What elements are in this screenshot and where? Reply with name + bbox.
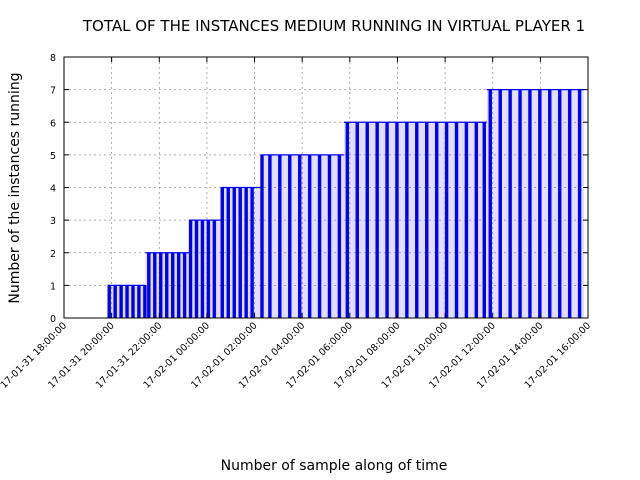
bar (548, 89, 552, 319)
bar (375, 122, 379, 319)
bar (278, 154, 282, 319)
bar (488, 89, 492, 319)
bar (125, 285, 129, 319)
chart-title: TOTAL OF THE INSTANCES MEDIUM RUNNING IN… (82, 17, 585, 35)
bar (298, 154, 302, 319)
bar (425, 122, 429, 319)
y-tick-label: 5 (50, 151, 56, 162)
bar (159, 252, 163, 319)
bar (482, 122, 487, 319)
bar (153, 252, 157, 319)
y-tick-label: 2 (50, 249, 56, 260)
level-segment (486, 89, 585, 318)
bar (244, 187, 248, 319)
bar (260, 154, 264, 319)
bar (194, 219, 199, 319)
bar (355, 122, 359, 319)
bar (113, 285, 117, 319)
y-tick-label: 3 (50, 216, 56, 227)
bar (131, 285, 135, 319)
bar (170, 252, 175, 319)
bar (415, 122, 419, 319)
bar (176, 252, 181, 319)
bar (188, 219, 193, 319)
bar (212, 219, 217, 319)
bar (143, 285, 147, 319)
bar (250, 187, 254, 319)
y-tick-label: 8 (50, 53, 56, 64)
bar (454, 122, 459, 319)
y-tick-label: 0 (50, 314, 56, 325)
bar (206, 219, 211, 319)
bar (577, 89, 582, 319)
bar (220, 187, 225, 319)
bar (518, 89, 522, 319)
bar (317, 154, 322, 319)
y-tick-label: 4 (50, 184, 56, 195)
bar (288, 154, 292, 319)
bar (107, 285, 111, 319)
bar (147, 252, 151, 319)
bar (268, 154, 272, 319)
bar (405, 122, 409, 319)
bar (434, 122, 439, 319)
bar (528, 89, 532, 319)
y-tick-label: 6 (50, 118, 56, 129)
bar (232, 187, 236, 319)
y-axis-label: Number of the instances running (7, 72, 23, 303)
bar (395, 122, 399, 319)
bar (538, 89, 542, 319)
bar (238, 187, 242, 319)
bar (558, 89, 562, 319)
bar (137, 285, 141, 319)
bar (464, 122, 469, 319)
bar (165, 252, 169, 319)
bar (307, 154, 312, 319)
bar (327, 154, 332, 319)
bar (200, 219, 205, 319)
y-axis-ticks: 0 1 2 3 4 5 6 7 8 (50, 53, 588, 325)
x-axis-label: Number of sample along of time (221, 458, 448, 474)
level-segment (260, 154, 344, 318)
bar (337, 154, 342, 319)
bar (226, 187, 230, 319)
bars (107, 89, 585, 319)
y-tick-label: 1 (50, 281, 56, 292)
y-tick-label: 7 (50, 86, 56, 97)
bar (119, 285, 123, 319)
bar (567, 89, 572, 319)
bar (498, 89, 502, 319)
bar (182, 252, 187, 319)
bar (365, 122, 369, 319)
bar (474, 122, 479, 319)
bar (385, 122, 389, 319)
bar (508, 89, 512, 319)
bar (444, 122, 449, 319)
bar (345, 122, 350, 319)
